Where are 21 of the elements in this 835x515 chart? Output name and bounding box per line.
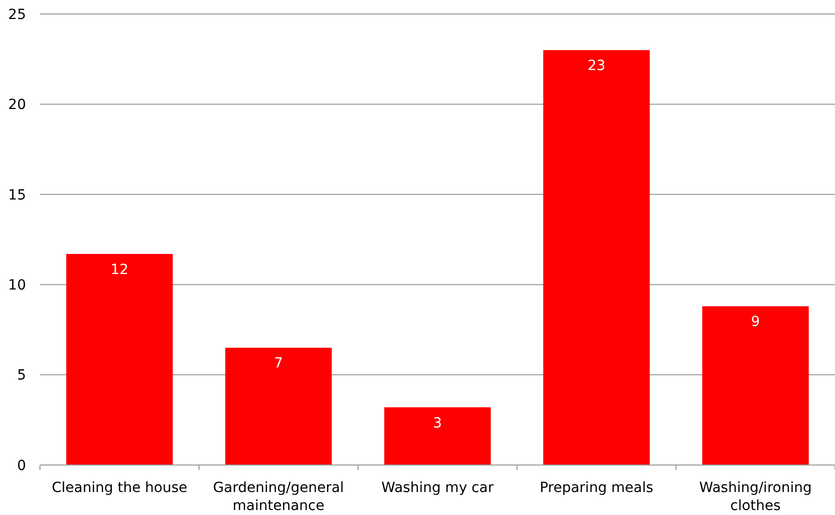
- x-tick-label: Gardening/general maintenance: [213, 480, 344, 514]
- bar: [702, 306, 809, 465]
- bar: [66, 254, 173, 465]
- y-tick-label: 10: [8, 278, 26, 294]
- data-label: 3: [433, 415, 442, 432]
- data-label: 7: [274, 356, 283, 372]
- x-tick-label: Preparing meals: [540, 480, 654, 496]
- y-tick-label: 25: [8, 6, 26, 23]
- bar: [543, 50, 650, 465]
- y-tick-label: 20: [8, 97, 26, 114]
- x-tick-label: Cleaning the house: [52, 480, 188, 496]
- y-tick-label: 0: [17, 458, 26, 474]
- x-tick-label: Washing/ironing clothes: [699, 480, 812, 514]
- data-label: 9: [751, 314, 760, 330]
- data-label: 23: [588, 58, 606, 74]
- bar: [384, 407, 491, 465]
- data-label: 12: [110, 262, 128, 278]
- x-tick-label: Washing my car: [381, 480, 494, 496]
- y-tick-label: 5: [17, 368, 26, 384]
- bar: [225, 348, 332, 465]
- y-tick-label: 15: [8, 187, 26, 204]
